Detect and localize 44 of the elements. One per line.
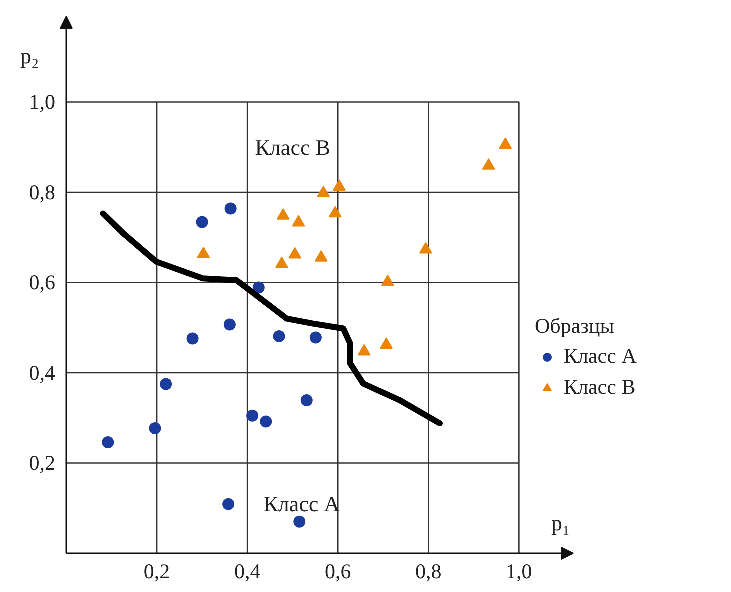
x-tick-label: 0,4 (234, 560, 262, 584)
point (332, 180, 346, 192)
x-tick-label: 0,6 (324, 560, 352, 584)
y-tick-label: 0,2 (29, 451, 56, 476)
point (273, 330, 286, 342)
point (252, 282, 265, 294)
point (276, 208, 290, 220)
point (381, 274, 394, 286)
x-tick-label: 0,2 (144, 560, 170, 584)
annotation: Класс В (255, 134, 330, 160)
legend-label: Класс А (564, 344, 637, 369)
point (317, 186, 330, 198)
x-tick-label: 1,0 (506, 560, 532, 584)
point (292, 215, 306, 227)
point (246, 410, 259, 422)
y-tick-label: 0,8 (29, 180, 56, 204)
point (499, 138, 512, 150)
point (160, 378, 172, 390)
x-tick-label: 0,8 (416, 560, 442, 584)
point (380, 338, 394, 349)
y-tick-label: 1,0 (29, 90, 56, 114)
point (224, 318, 236, 331)
point (102, 436, 114, 448)
x-axis-title: p₁ (552, 510, 570, 536)
y-tick-label: 0,6 (29, 270, 56, 295)
legend-label: Класс В (564, 375, 636, 400)
point (358, 344, 371, 356)
point (197, 246, 210, 258)
point (294, 516, 306, 528)
point (222, 498, 235, 510)
point (275, 256, 288, 268)
legend-title: Образцы (535, 314, 616, 339)
point (186, 332, 199, 345)
point (310, 332, 322, 344)
y-tick-label: 0,4 (29, 360, 56, 385)
point (482, 158, 496, 170)
y-axis-title: p₂ (20, 44, 40, 68)
point (314, 250, 328, 262)
point (300, 394, 313, 407)
point (419, 242, 432, 254)
point (260, 416, 272, 428)
point (328, 206, 342, 218)
point (288, 247, 302, 259)
point (149, 422, 162, 434)
